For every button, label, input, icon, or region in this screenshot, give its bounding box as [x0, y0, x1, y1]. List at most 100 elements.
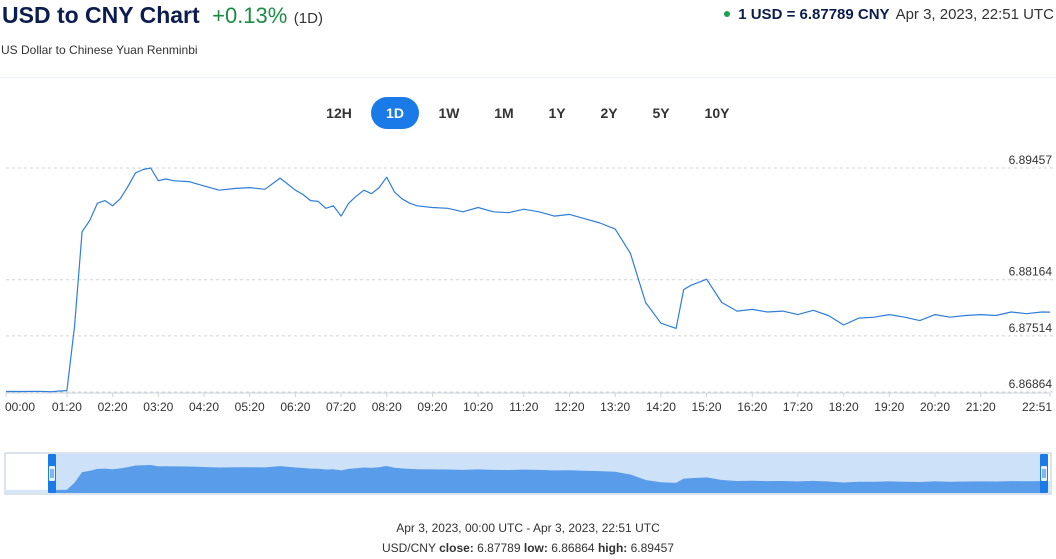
x-tick-label: 22:51: [1022, 400, 1052, 414]
data-point: [889, 314, 890, 315]
data-point: [363, 190, 364, 191]
data-point: [813, 310, 814, 311]
data-point: [432, 207, 433, 208]
tab-1y[interactable]: 1Y: [548, 105, 566, 121]
tab-12h[interactable]: 12H: [326, 105, 352, 121]
rate-value: 1 USD = 6.87789 CNY: [738, 6, 890, 23]
data-point: [341, 216, 342, 217]
data-point: [1041, 311, 1042, 312]
pair-label: USD/CNY: [381, 541, 436, 555]
data-point: [660, 323, 661, 324]
data-point: [736, 311, 737, 312]
data-point: [104, 200, 105, 201]
data-point: [797, 314, 798, 315]
data-point: [333, 205, 334, 206]
data-point: [950, 317, 951, 318]
data-point: [89, 220, 90, 221]
pair-subtitle: US Dollar to Chinese Yuan Renminbi: [1, 43, 198, 57]
y-tick-label: 6.86864: [1009, 377, 1053, 391]
low-value: 6.86864: [551, 541, 595, 555]
x-tick-label: 05:20: [235, 400, 265, 414]
data-point: [280, 178, 281, 179]
x-tick-label: 20:20: [920, 400, 950, 414]
current-rate: 1 USD = 6.87789 CNY Apr 3, 2023, 22:51 UT…: [724, 6, 1054, 23]
data-point: [554, 216, 555, 217]
change-percent: +0.13%: [212, 3, 288, 28]
data-point: [112, 205, 113, 206]
tab-5y[interactable]: 5Y: [652, 105, 670, 121]
data-point: [409, 203, 410, 204]
y-tick-label: 6.87514: [1009, 321, 1053, 335]
series-line: [6, 167, 1051, 393]
data-point: [394, 191, 395, 192]
close-value: 6.87789: [477, 541, 521, 555]
data-point: [447, 208, 448, 209]
data-point: [36, 391, 37, 392]
data-point: [782, 311, 783, 312]
tab-1m[interactable]: 1M: [494, 105, 514, 121]
range-navigator[interactable]: [0, 448, 1056, 498]
data-point: [386, 177, 387, 178]
data-point: [356, 196, 357, 197]
tab-1d[interactable]: 1D: [371, 97, 419, 129]
data-point: [143, 169, 144, 170]
data-point: [919, 320, 920, 321]
chart-header: USD to CNY Chart +0.13% (1D) US Dollar t…: [0, 0, 1056, 78]
x-tick-label: 19:20: [874, 400, 904, 414]
data-point: [1011, 311, 1012, 312]
data-point: [683, 289, 684, 290]
navigator-handle-left[interactable]: [48, 454, 56, 493]
data-point: [249, 187, 250, 188]
data-point: [188, 181, 189, 182]
data-point: [538, 211, 539, 212]
navigator-outside-left: [6, 454, 52, 493]
data-point: [569, 214, 570, 215]
data-point: [904, 317, 905, 318]
title-row: USD to CNY Chart +0.13% (1D): [2, 2, 323, 29]
data-point: [379, 187, 380, 188]
x-tick-label: 15:20: [692, 400, 722, 414]
x-tick-label: 06:20: [280, 400, 310, 414]
data-point: [97, 203, 98, 204]
data-point: [843, 324, 844, 325]
data-point: [584, 218, 585, 219]
navigator-handle-right[interactable]: [1040, 454, 1048, 493]
data-point: [59, 390, 60, 391]
y-tick-label: 6.89457: [1009, 153, 1053, 167]
data-point: [401, 198, 402, 199]
data-point: [934, 314, 935, 315]
price-chart[interactable]: 6.89457 6.88164 6.87514 6.86864 00:00 01:20 02…: [0, 150, 1056, 420]
low-label: low:: [523, 541, 548, 555]
data-point: [995, 315, 996, 316]
close-label: close:: [439, 541, 474, 555]
x-tick-label: 13:20: [600, 400, 630, 414]
data-point: [980, 314, 981, 315]
data-point: [767, 311, 768, 312]
x-tick-label: 14:20: [646, 400, 676, 414]
x-tick-label: 08:20: [372, 400, 402, 414]
data-point: [599, 222, 600, 223]
data-point: [645, 302, 646, 303]
x-tick-label: 03:20: [143, 400, 173, 414]
data-point: [676, 328, 677, 329]
price-stats: USD/CNY close: 6.87789 low: 6.86864 high…: [0, 541, 1056, 555]
x-tick-label: 18:20: [829, 400, 859, 414]
timeframe-tabs: 12H 1D 1W 1M 1Y 2Y 5Y 10Y: [0, 97, 1056, 129]
data-point: [630, 253, 631, 254]
data-point: [858, 318, 859, 319]
data-point: [135, 172, 136, 173]
data-point: [1026, 313, 1027, 314]
data-point: [264, 189, 265, 190]
x-tick-label: 09:20: [417, 400, 447, 414]
data-point: [150, 167, 151, 168]
data-point: [82, 231, 83, 232]
x-tick-label: 17:20: [783, 400, 813, 414]
data-point: [691, 285, 692, 286]
data-point: [158, 180, 159, 181]
tab-10y[interactable]: 10Y: [704, 105, 730, 121]
tab-2y[interactable]: 2Y: [600, 105, 618, 121]
period-label: (1D): [293, 10, 323, 27]
rate-timestamp: Apr 3, 2023, 22:51 UTC: [895, 6, 1054, 23]
data-point: [203, 185, 204, 186]
tab-1w[interactable]: 1W: [438, 105, 460, 121]
